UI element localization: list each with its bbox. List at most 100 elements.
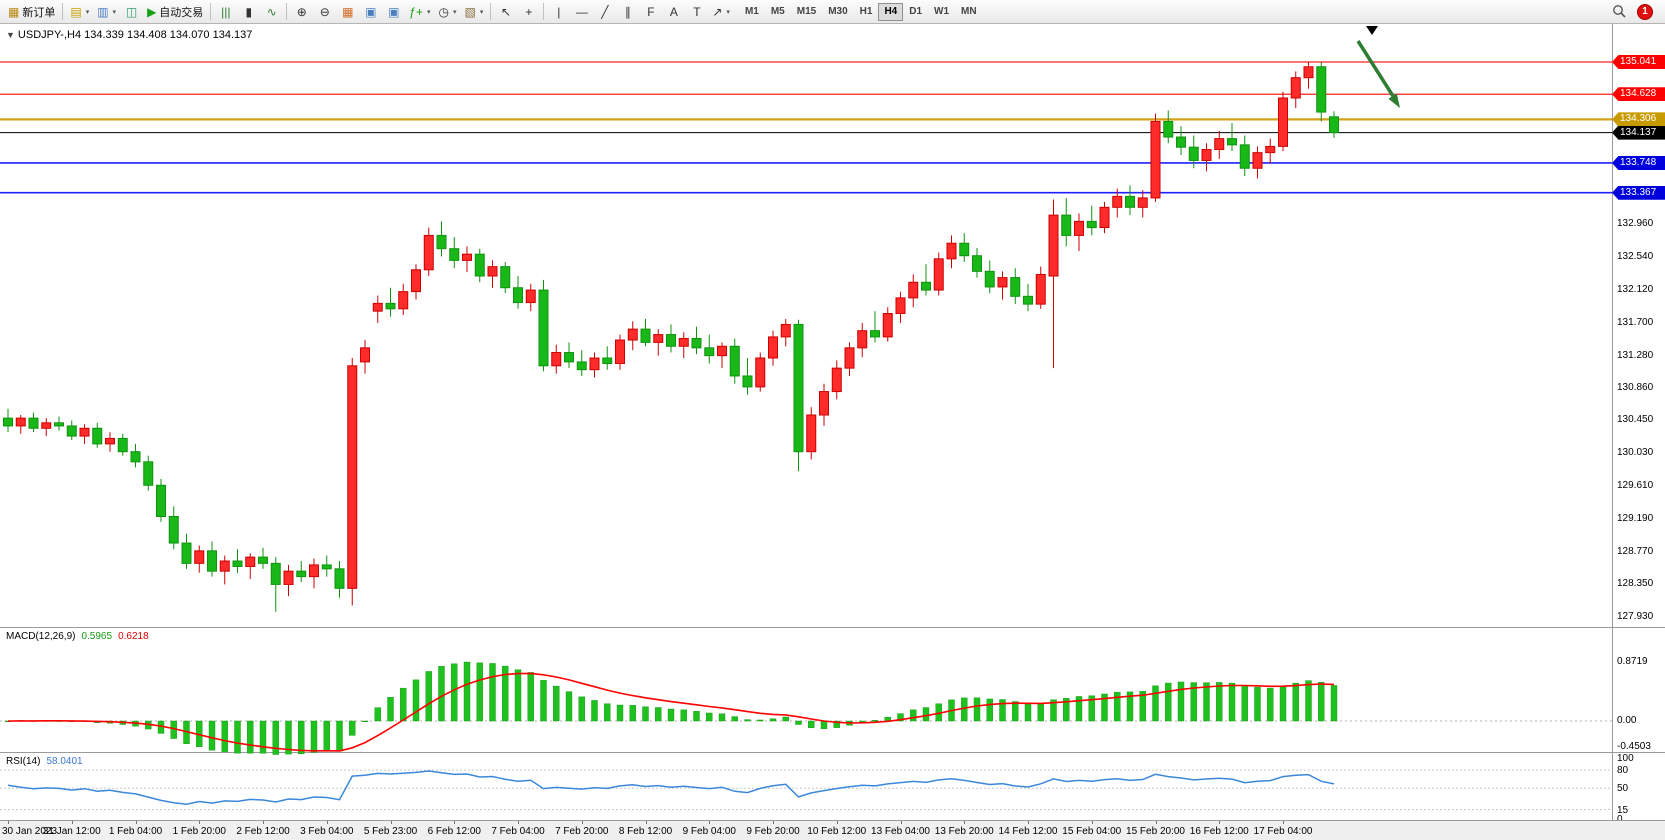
timeframe-button-h4[interactable]: H4 — [878, 2, 904, 21]
timeframe-button-m30[interactable]: M30 — [828, 6, 848, 17]
axis-tick — [1155, 821, 1157, 824]
timeframe-button-h1[interactable]: H1 — [859, 6, 873, 17]
price-axis-label: 130.030 — [1617, 447, 1654, 459]
shapes-icon: ↗ — [712, 4, 723, 19]
timeframe-button-d1[interactable]: D1 — [909, 6, 923, 17]
arrange-windows-button[interactable]: ▣ — [359, 2, 382, 22]
line-chart-button[interactable]: ∿ — [260, 2, 283, 22]
arrange-windows-icon: ▣ — [365, 4, 377, 19]
indicators-button[interactable]: ƒ+ ▾ — [405, 2, 434, 22]
tile-windows-button[interactable]: ▦ — [336, 2, 359, 22]
price-level-badge: 133.367 — [1612, 185, 1665, 200]
price-axis: 132.960 132.540 132.120 131.700 131.280 130.8… — [1612, 24, 1665, 825]
dropdown-arrow-icon: ▾ — [85, 8, 90, 16]
text-button[interactable]: A — [662, 2, 685, 22]
price-level-badge: 134.306 — [1612, 112, 1665, 127]
periods-button[interactable]: ◷ ▾ — [435, 2, 461, 22]
toolbar-separator — [286, 3, 288, 20]
price-axis-label: 131.700 — [1617, 316, 1654, 328]
cascade-windows-icon: ▣ — [388, 4, 400, 19]
horizontal-line-button[interactable]: — — [570, 2, 593, 22]
timeframe-group: M1 M5 M15 M30 H1 H4 D1 W1 MN — [739, 2, 983, 21]
profiles-button[interactable]: ▥ ▾ — [93, 2, 120, 22]
refresh-icon: ◫ — [125, 4, 138, 19]
label-button[interactable]: T — [685, 2, 708, 22]
date-axis-label: 13 Feb 20:00 — [934, 826, 994, 837]
text-icon: A — [669, 4, 678, 19]
timeframe-button-m15[interactable]: M15 — [796, 6, 817, 17]
price-axis-label: 129.610 — [1617, 480, 1654, 492]
zoom-in-button[interactable]: ⊕ — [290, 2, 313, 22]
timeframe-button-w1[interactable]: W1 — [934, 6, 950, 17]
price-level-badge: 133.748 — [1612, 155, 1665, 170]
refresh-button[interactable]: ◫ — [120, 2, 143, 22]
axis-tick — [1091, 821, 1093, 824]
price-axis-label: 130.860 — [1617, 382, 1654, 394]
rsi-axis-label: 80 — [1617, 765, 1629, 777]
axis-tick — [709, 821, 711, 824]
crosshair-button[interactable]: + — [517, 2, 540, 22]
price-level-badge: 134.628 — [1612, 87, 1665, 102]
candle-chart-button[interactable]: ▮ — [237, 2, 260, 22]
date-axis-label: 9 Feb 04:00 — [682, 826, 736, 837]
macd-axis-label: 0.00 — [1617, 715, 1637, 726]
axis-tick — [1028, 821, 1029, 824]
price-axis-label: 128.770 — [1617, 545, 1654, 557]
new-chart-button[interactable]: ▤ ▾ — [66, 2, 93, 22]
toolbar: ▦ 新订单 ▤ ▾ ▥ ▾ ◫ ▶ 自动交易 ||| ▮ ∿ ⊕ ⊖ ▦ ▣ ▣ ƒ+ ▾ ◷ ▾ ▧ ▾ ↖ + | — ╱ ∥ F A T… — [0, 0, 1665, 24]
chart-title-text: USDJPY-,H4 134.339 134.408 134.070 134.1… — [17, 29, 253, 41]
shapes-button[interactable]: ↗ ▾ — [708, 2, 734, 22]
templates-button[interactable]: ▧ ▾ — [461, 2, 488, 22]
rsi-axis-label: 15 — [1617, 804, 1629, 816]
notification-badge[interactable]: 1 — [1637, 3, 1653, 20]
bar-chart-button[interactable]: ||| — [214, 2, 237, 22]
candles — [3, 62, 1339, 612]
vertical-line-button[interactable]: | — [547, 2, 570, 22]
rsi-panel — [0, 769, 1612, 811]
dropdown-arrow-icon: ▾ — [112, 8, 117, 16]
timeframe-button-mn[interactable]: MN — [961, 6, 977, 17]
price-axis-label: 130.450 — [1617, 414, 1654, 426]
price-axis-label: 132.960 — [1617, 218, 1654, 230]
price-axis-label: 132.540 — [1617, 251, 1654, 263]
autotrading-button[interactable]: ▶ 自动交易 — [143, 2, 207, 22]
dropdown-arrow-icon: ▾ — [426, 8, 431, 16]
macd-axis-label: 0.8719 — [1617, 656, 1648, 667]
toolbar-items: ▦ 新订单 ▤ ▾ ▥ ▾ ◫ ▶ 自动交易 ||| ▮ ∿ ⊕ ⊖ ▦ ▣ ▣ ƒ+ ▾ ◷ ▾ ▧ ▾ ↖ + | — ╱ ∥ F A T… — [4, 0, 734, 23]
timeframe-button-m5[interactable]: M5 — [770, 6, 785, 17]
channel-button[interactable]: ∥ — [616, 2, 639, 22]
rsi-label: RSI(14) 58.0401 — [6, 756, 83, 767]
vertical-line-icon: | — [557, 4, 561, 19]
macd-axis-label: -0.4503 — [1617, 741, 1651, 752]
rsi-name: RSI(14) — [6, 756, 41, 767]
date-axis-label: 17 Feb 04:00 — [1253, 826, 1313, 837]
candle-chart-icon: ▮ — [245, 4, 253, 19]
date-axis-label: 5 Feb 23:00 — [363, 826, 418, 837]
axis-tick — [199, 821, 201, 824]
dropdown-arrow-icon: ▾ — [726, 8, 730, 16]
cursor-button[interactable]: ↖ — [494, 2, 517, 22]
date-axis-label: 31 Jan 12:00 — [42, 826, 101, 837]
rsi-axis-label: 0 — [1617, 814, 1623, 825]
axis-tick — [773, 821, 774, 824]
collapse-icon[interactable]: ▼ — [6, 30, 15, 40]
fibonacci-icon: F — [647, 4, 655, 19]
fibonacci-button[interactable]: F — [639, 2, 662, 22]
new-order-icon: ▦ — [8, 4, 20, 19]
cascade-windows-button[interactable]: ▣ — [382, 2, 405, 22]
date-axis-label: 10 Feb 12:00 — [807, 826, 867, 837]
new-order-button-label: 新订单 — [22, 6, 56, 19]
toolbar-separator — [543, 3, 545, 20]
axis-tick — [900, 821, 902, 824]
zoom-out-button[interactable]: ⊖ — [313, 2, 336, 22]
price-axis-label: 129.190 — [1617, 512, 1654, 524]
indicators-icon: ƒ+ — [409, 4, 423, 19]
crosshair-icon: + — [525, 4, 533, 19]
search-button[interactable] — [1609, 2, 1629, 22]
new-order-button[interactable]: ▦ 新订单 — [4, 2, 59, 22]
axis-tick — [390, 821, 392, 824]
timeframe-button-m1[interactable]: M1 — [744, 6, 759, 17]
price-axis-label: 132.120 — [1617, 284, 1654, 296]
trendline-button[interactable]: ╱ — [593, 2, 616, 22]
